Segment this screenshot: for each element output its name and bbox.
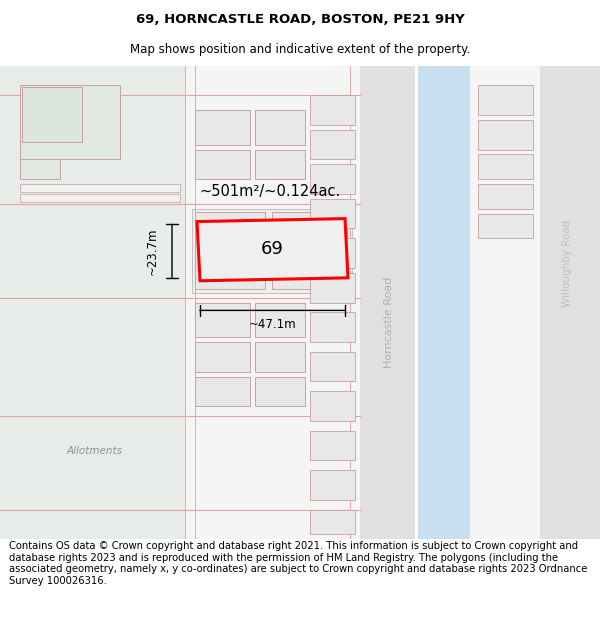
Text: ~23.7m: ~23.7m (146, 228, 158, 275)
Bar (310, 391, 355, 421)
Bar (310, 130, 355, 159)
Polygon shape (360, 66, 415, 539)
Bar (310, 164, 355, 194)
Bar (195, 149, 250, 179)
Bar (310, 238, 355, 268)
Bar (255, 342, 305, 372)
Bar (20, 184, 180, 192)
Bar (310, 95, 355, 125)
Bar (310, 199, 355, 229)
Text: Willoughby Road: Willoughby Road (562, 219, 572, 307)
Bar (195, 110, 250, 144)
Bar (255, 302, 305, 337)
Bar (478, 154, 533, 179)
Bar (255, 376, 305, 406)
Bar (310, 352, 355, 381)
Bar (255, 149, 305, 179)
Bar (195, 302, 250, 337)
Bar (478, 184, 533, 209)
Text: Horncastle Road: Horncastle Road (384, 277, 394, 368)
Bar (20, 159, 60, 179)
Text: Allotments: Allotments (67, 446, 123, 456)
Bar (310, 273, 355, 302)
Bar (22, 88, 82, 142)
Bar (272, 212, 347, 289)
Text: Contains OS data © Crown copyright and database right 2021. This information is : Contains OS data © Crown copyright and d… (9, 541, 587, 586)
Polygon shape (197, 219, 348, 281)
Bar (195, 212, 265, 289)
Bar (310, 510, 355, 534)
Text: ~47.1m: ~47.1m (248, 318, 296, 331)
Bar (195, 376, 250, 406)
Bar (478, 214, 533, 238)
Polygon shape (470, 66, 540, 539)
Bar (20, 194, 180, 202)
Bar (478, 120, 533, 149)
Bar (195, 342, 250, 372)
Text: 69: 69 (260, 240, 283, 258)
Bar (310, 470, 355, 500)
Polygon shape (418, 66, 470, 539)
Bar (20, 86, 120, 159)
Bar (255, 110, 305, 144)
Polygon shape (185, 66, 360, 539)
Polygon shape (540, 66, 600, 539)
Text: Map shows position and indicative extent of the property.: Map shows position and indicative extent… (130, 42, 470, 56)
Polygon shape (0, 66, 185, 539)
Text: 69, HORNCASTLE ROAD, BOSTON, PE21 9HY: 69, HORNCASTLE ROAD, BOSTON, PE21 9HY (136, 13, 464, 26)
Bar (192, 209, 352, 292)
Bar (478, 86, 533, 115)
Text: ~501m²/~0.124ac.: ~501m²/~0.124ac. (199, 184, 341, 199)
Bar (310, 312, 355, 342)
Bar (310, 431, 355, 461)
